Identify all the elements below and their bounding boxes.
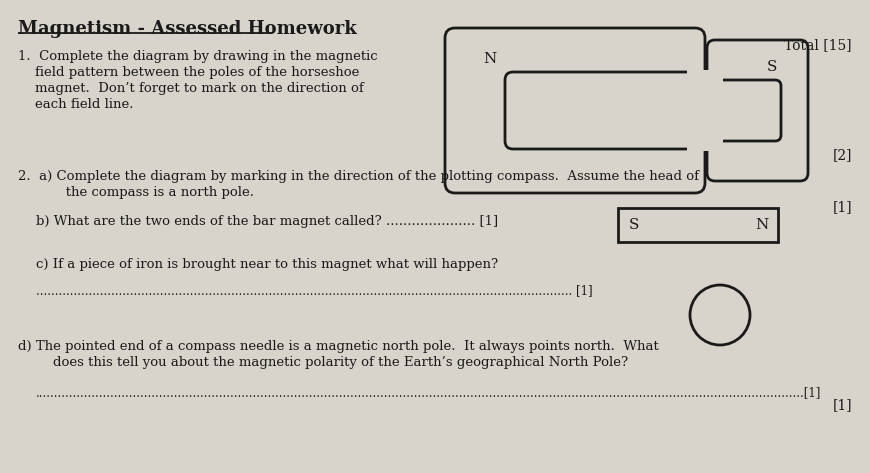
FancyBboxPatch shape xyxy=(445,28,705,193)
Text: the compass is a north pole.: the compass is a north pole. xyxy=(36,186,254,199)
Text: 1.  Complete the diagram by drawing in the magnetic: 1. Complete the diagram by drawing in th… xyxy=(18,50,378,63)
Circle shape xyxy=(690,285,750,345)
Text: N: N xyxy=(755,218,768,232)
Text: does this tell you about the magnetic polarity of the Earth’s geographical North: does this tell you about the magnetic po… xyxy=(36,356,628,369)
Text: S: S xyxy=(629,218,640,232)
Bar xyxy=(618,208,778,242)
Text: ................................................................................: ........................................… xyxy=(36,386,821,399)
Text: S: S xyxy=(766,60,777,74)
Text: magnet.  Don’t forget to mark on the direction of: magnet. Don’t forget to mark on the dire… xyxy=(18,82,364,95)
Bar xyxy=(705,78,723,143)
Text: b) What are the two ends of the bar magnet called? ..................... [1]: b) What are the two ends of the bar magn… xyxy=(36,215,498,228)
Text: Magnetism - Assessed Homework: Magnetism - Assessed Homework xyxy=(18,20,357,38)
Text: N: N xyxy=(483,52,496,66)
Bar xyxy=(513,80,710,141)
Text: [1]: [1] xyxy=(833,398,852,412)
Text: [1]: [1] xyxy=(833,200,852,214)
FancyBboxPatch shape xyxy=(505,72,703,149)
FancyBboxPatch shape xyxy=(707,40,808,181)
Text: c) If a piece of iron is brought near to this magnet what will happen?: c) If a piece of iron is brought near to… xyxy=(36,258,498,271)
FancyBboxPatch shape xyxy=(709,80,781,141)
Text: 2.  a) Complete the diagram by marking in the direction of the plotting compass.: 2. a) Complete the diagram by marking in… xyxy=(18,170,699,183)
Text: each field line.: each field line. xyxy=(18,98,134,111)
Bar xyxy=(687,70,715,151)
Text: field pattern between the poles of the horseshoe: field pattern between the poles of the h… xyxy=(18,66,360,79)
Bar xyxy=(700,86,760,135)
Text: [2]: [2] xyxy=(833,148,852,162)
Text: ................................................................................: ........................................… xyxy=(36,284,593,297)
Text: Total [15]: Total [15] xyxy=(785,38,852,52)
Text: d) The pointed end of a compass needle is a magnetic north pole.  It always poin: d) The pointed end of a compass needle i… xyxy=(18,340,659,353)
